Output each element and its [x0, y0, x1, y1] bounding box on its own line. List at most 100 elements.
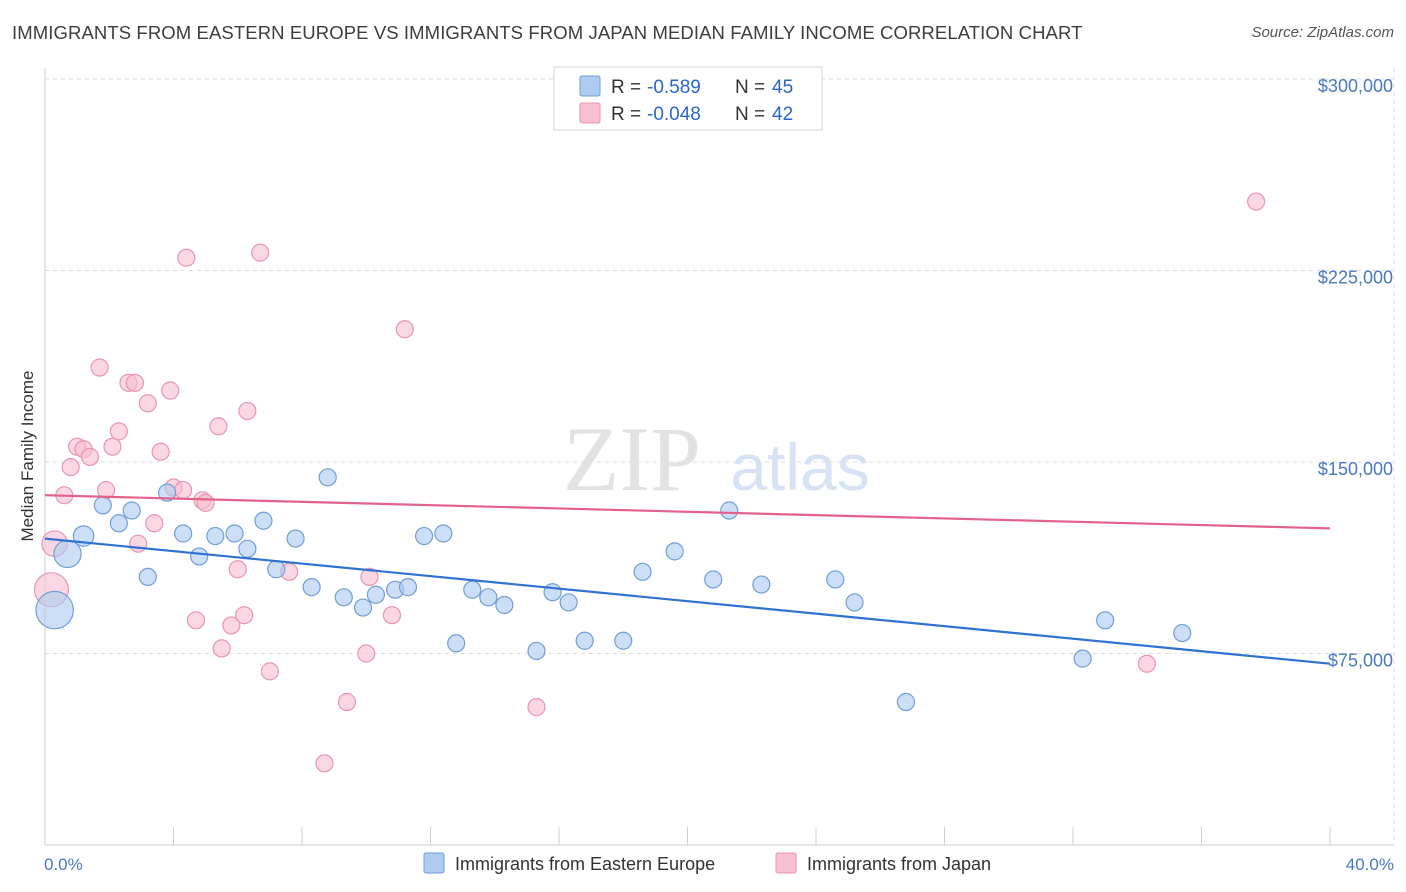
point-eastern-europe	[414, 526, 434, 546]
y-tick-label: $225,000	[1318, 268, 1393, 288]
axes	[44, 68, 1394, 846]
legend-r-value: -0.589	[647, 77, 701, 98]
point-japan	[174, 480, 193, 500]
point-japan	[145, 514, 164, 533]
point-eastern-europe	[463, 580, 482, 599]
series-label-eastern-europe: Immigrants from Eastern Europe	[455, 854, 715, 874]
point-japan	[61, 458, 80, 477]
y-axis-title: Median Family Income	[18, 370, 37, 541]
point-eastern-europe	[434, 524, 453, 543]
point-eastern-europe	[206, 526, 225, 546]
point-eastern-europe	[559, 593, 578, 612]
point-japan	[360, 567, 379, 587]
point-japan	[337, 692, 357, 712]
point-eastern-europe	[238, 539, 257, 558]
legend-r-value: -0.048	[647, 104, 701, 125]
point-eastern-europe	[353, 598, 373, 617]
point-eastern-europe	[1073, 649, 1092, 668]
watermark-atlas: atlas	[730, 430, 869, 504]
point-japan	[103, 437, 122, 456]
point-japan	[1247, 192, 1266, 211]
point-eastern-europe	[495, 595, 514, 615]
point-japan	[138, 394, 157, 413]
point-japan	[90, 358, 109, 377]
point-eastern-europe	[527, 641, 546, 661]
point-japan	[129, 534, 148, 553]
point-japan	[151, 442, 170, 461]
point-eastern-europe	[109, 514, 128, 533]
point-eastern-europe	[896, 692, 916, 712]
point-eastern-europe	[267, 560, 286, 579]
point-eastern-europe	[122, 501, 141, 520]
x-tick-label: 40.0%	[1346, 855, 1394, 874]
trend-lines	[44, 494, 1331, 665]
correlation-legend: R = -0.589 N = 45 R = -0.048 N = 42	[553, 66, 823, 131]
y-tick-label: $75,000	[1328, 651, 1393, 671]
point-japan	[228, 560, 247, 579]
point-eastern-europe	[575, 631, 594, 650]
point-eastern-europe	[174, 524, 193, 543]
legend-n-value: 42	[772, 104, 793, 125]
point-eastern-europe	[157, 483, 177, 502]
point-japan	[315, 754, 334, 773]
point-eastern-europe	[35, 590, 74, 630]
point-japan	[186, 611, 206, 630]
point-eastern-europe	[845, 593, 864, 612]
trend-line-japan	[44, 494, 1331, 530]
point-japan	[1137, 654, 1156, 673]
legend-n-label: N =	[735, 104, 765, 125]
watermark: ZIP atlas	[563, 408, 870, 510]
point-japan	[260, 662, 279, 681]
legend-swatch-blue	[579, 75, 601, 97]
point-japan	[235, 606, 254, 625]
point-japan	[177, 248, 196, 267]
chart-title: IMMIGRANTS FROM EASTERN EUROPE VS IMMIGR…	[12, 22, 1083, 43]
point-japan	[161, 381, 180, 400]
point-japan	[212, 639, 231, 658]
point-eastern-europe	[633, 562, 652, 581]
point-japan	[109, 422, 128, 441]
point-eastern-europe	[447, 634, 466, 653]
series-label-japan: Immigrants from Japan	[807, 854, 991, 874]
point-eastern-europe	[302, 578, 321, 597]
point-eastern-europe	[398, 578, 418, 597]
legend-n-value: 45	[772, 77, 793, 98]
point-eastern-europe	[366, 585, 385, 604]
point-eastern-europe	[1173, 623, 1192, 643]
point-japan	[222, 616, 241, 635]
point-eastern-europe	[543, 583, 562, 602]
point-eastern-europe	[704, 570, 723, 589]
y-tick-labels: $75,000 $150,000 $225,000 $300,000	[1318, 76, 1393, 671]
point-japan	[395, 320, 414, 339]
x-tick-labels: 0.0% 40.0%	[44, 855, 1394, 874]
legend-r-label: R =	[611, 77, 641, 98]
point-eastern-europe	[138, 567, 157, 587]
x-tick-label: 0.0%	[44, 855, 83, 874]
point-japan	[196, 493, 215, 512]
series-legend: Immigrants from Eastern Europe Immigrant…	[423, 852, 991, 874]
point-eastern-europe	[752, 575, 771, 594]
y-tick-label: $150,000	[1318, 459, 1393, 479]
point-eastern-europe	[318, 468, 337, 487]
point-eastern-europe	[479, 588, 498, 607]
legend-r-label: R =	[611, 104, 641, 125]
legend-n-label: N =	[735, 77, 765, 98]
y-tick-label: $300,000	[1318, 76, 1393, 96]
point-japan	[357, 644, 376, 663]
point-eastern-europe	[1096, 611, 1115, 630]
point-eastern-europe	[225, 524, 244, 543]
grid-lines	[45, 68, 1395, 845]
point-eastern-europe	[665, 542, 684, 561]
point-eastern-europe	[190, 547, 209, 566]
legend-swatch-pink	[579, 102, 601, 124]
watermark-zip: ZIP	[563, 408, 701, 510]
point-eastern-europe	[334, 588, 353, 607]
point-japan	[251, 243, 270, 262]
point-japan	[80, 447, 100, 466]
point-japan	[238, 401, 257, 421]
point-japan	[209, 417, 228, 436]
point-eastern-europe	[286, 529, 305, 548]
point-japan	[527, 698, 546, 717]
trend-line-eastern-europe	[44, 537, 1331, 665]
